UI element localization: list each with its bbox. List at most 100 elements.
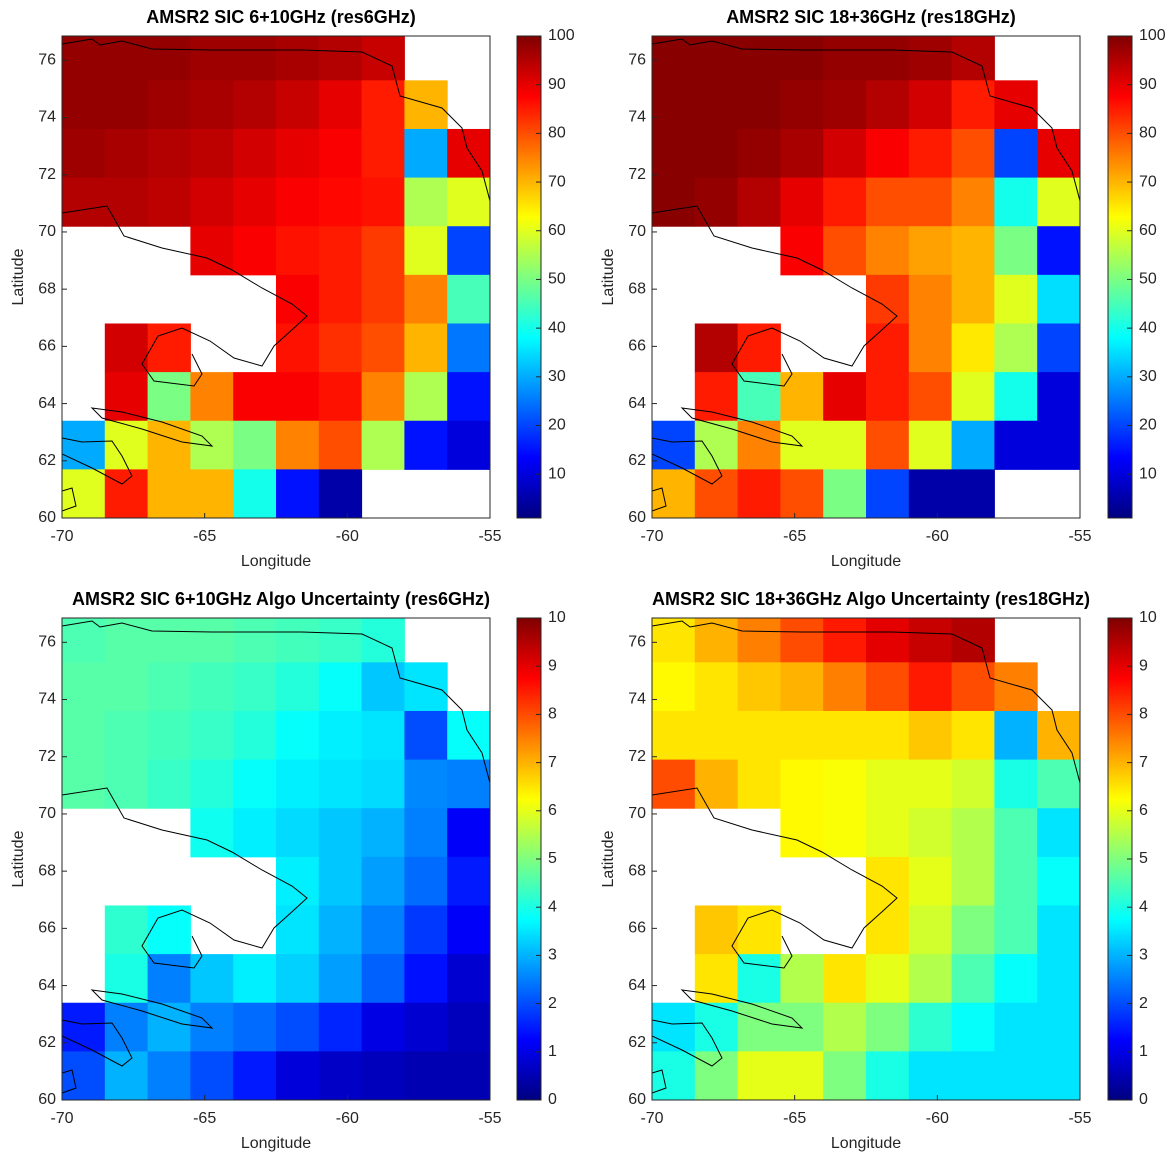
colorbar-tick-label: 9: [1139, 657, 1148, 674]
sic-cell: [318, 80, 363, 130]
sic-cell: [190, 128, 234, 179]
y-axis-label: Latitude: [600, 830, 617, 887]
y-tick-label: 62: [38, 1034, 56, 1051]
sic-cell: [866, 323, 910, 373]
sic-cell: [233, 710, 277, 761]
y-tick-label: 60: [38, 1091, 56, 1108]
x-axis-label: Longitude: [241, 1135, 311, 1152]
sic-cell: [404, 323, 448, 373]
sic-cell: [147, 710, 191, 761]
sic-cell: [404, 856, 448, 906]
sic-cell: [447, 1051, 490, 1100]
sic-cell: [951, 177, 995, 227]
sic-cell: [104, 905, 149, 955]
sic-cell: [951, 618, 995, 663]
y-tick-label: 60: [628, 509, 646, 526]
sic-cell: [994, 808, 1038, 858]
sic-cell: [908, 1002, 953, 1052]
sic-cell: [951, 808, 995, 858]
x-tick-label: -60: [336, 528, 359, 545]
sic-cell: [104, 323, 149, 373]
sic-cell: [1037, 1002, 1080, 1052]
colorbar-tick-label: 7: [548, 754, 557, 771]
y-tick-label: 72: [38, 166, 56, 183]
sic-cell: [951, 420, 995, 470]
sic-cell: [276, 420, 320, 470]
chart-title: AMSR2 SIC 6+10GHz (res6GHz): [146, 7, 416, 27]
sic-cell: [994, 177, 1038, 227]
sic-cell: [823, 1051, 867, 1100]
sic-cell: [737, 469, 781, 518]
x-tick-label: -70: [50, 1110, 73, 1127]
sic-cell: [447, 274, 490, 324]
sic-cell: [361, 274, 405, 324]
sic-cell: [104, 177, 149, 227]
sic-cell: [447, 372, 490, 422]
sic-cell: [318, 226, 363, 276]
sic-cell: [737, 372, 781, 422]
sic-cell: [276, 662, 320, 712]
colorbar-tick-label: 90: [1139, 76, 1157, 93]
y-tick-label: 68: [628, 862, 646, 879]
sic-cell: [104, 1051, 149, 1100]
sic-cell: [994, 954, 1038, 1004]
colorbar-tick-label: 50: [548, 271, 566, 288]
sic-cell: [361, 372, 405, 422]
sic-cell: [1037, 808, 1080, 858]
sic-cell: [104, 618, 149, 663]
sic-cell: [276, 469, 320, 518]
y-tick-label: 62: [628, 452, 646, 469]
sic-cell: [908, 710, 953, 761]
sic-cell: [190, 759, 234, 809]
colorbar: [516, 35, 542, 519]
colorbar-tick-label: 1: [1139, 1043, 1148, 1060]
sic-cell: [908, 808, 953, 858]
sic-cell: [951, 372, 995, 422]
sic-cell: [233, 954, 277, 1004]
sic-cell: [318, 905, 363, 955]
sic-cell: [652, 759, 696, 809]
sic-cell: [823, 954, 867, 1004]
sic-cell: [404, 808, 448, 858]
sic-cell: [652, 710, 696, 761]
sic-cell: [737, 710, 781, 761]
sic-cell: [823, 36, 867, 81]
colorbar-tick-label: 70: [1139, 173, 1157, 190]
sic-cell: [233, 226, 277, 276]
sic-cell: [866, 954, 910, 1004]
sic-cell: [866, 1002, 910, 1052]
sic-cell: [951, 80, 995, 130]
sic-cell: [737, 954, 781, 1004]
colorbar-tick-label: 2: [548, 995, 557, 1012]
sic-cell: [652, 177, 696, 227]
x-tick-label: -55: [478, 1110, 501, 1127]
sic-cell: [104, 662, 149, 712]
sic-cell: [1037, 372, 1080, 422]
sic-cell: [951, 856, 995, 906]
sic-cell: [694, 372, 739, 422]
colorbar-tick-label: 3: [548, 947, 557, 964]
chart-title: AMSR2 SIC 18+36GHz Algo Uncertainty (res…: [652, 589, 1090, 609]
x-tick-label: -55: [1068, 528, 1091, 545]
sic-cell: [823, 177, 867, 227]
sic-cell: [866, 36, 910, 81]
x-axis-label: Longitude: [241, 553, 311, 570]
colorbar-tick-label: 4: [1139, 898, 1148, 915]
sic-cell: [447, 226, 490, 276]
sic-cell: [147, 80, 191, 130]
y-tick-label: 64: [38, 395, 56, 412]
y-tick-label: 66: [38, 338, 56, 355]
sic-cell: [233, 1002, 277, 1052]
sic-cell: [104, 372, 149, 422]
sic-cell: [694, 618, 739, 663]
sic-cell: [62, 759, 106, 809]
sic-cell: [694, 759, 739, 809]
sic-cell: [404, 128, 448, 179]
sic-cell: [404, 1051, 448, 1100]
colorbar-tick-label: 80: [548, 125, 566, 142]
sic-cell: [147, 323, 191, 373]
sic-cell: [318, 808, 363, 858]
sic-cell: [190, 469, 234, 518]
x-tick-label: -65: [193, 528, 216, 545]
y-tick-label: 76: [628, 634, 646, 651]
